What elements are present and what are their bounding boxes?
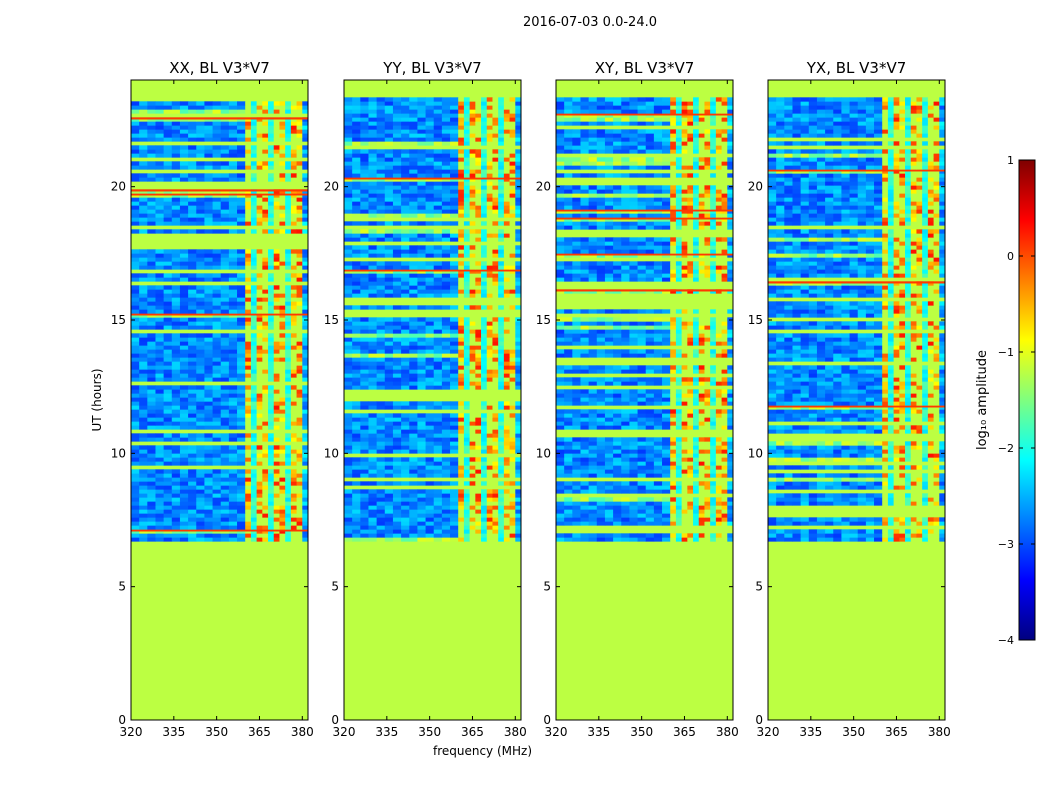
colorbar-tick-label: −2 [998, 442, 1014, 455]
colorbar-gradient [1018, 159, 1036, 641]
heatmap-cells [768, 97, 945, 542]
y-tick-label: 20 [536, 180, 551, 194]
axes-frame [130, 79, 309, 721]
x-tick-label: 365 [248, 725, 271, 739]
x-tick-label: 320 [333, 725, 356, 739]
axes-frame [343, 79, 522, 721]
panels: XX, BL V3*V7 320 335 350 365 380 0 5 10 15 20 UT (h… [90, 59, 951, 758]
x-tick-label: 335 [799, 725, 822, 739]
colorbar-label: log₁₀ amplitude [975, 350, 990, 450]
y-tick-label: 20 [324, 180, 339, 194]
colorbar-tick-label: 1 [1007, 154, 1014, 167]
axes-frame [555, 79, 734, 721]
y-tick-label: 10 [324, 446, 339, 460]
x-tick-label: 380 [504, 725, 527, 739]
y-tick-label: 0 [543, 713, 551, 727]
y-tick-label: 10 [111, 446, 126, 460]
y-tick-label: 20 [111, 180, 126, 194]
panel-2: YY, BL V3*V7 320 335 350 365 380 0 5 10 15 20 frequ… [324, 59, 532, 758]
y-tick-label: 0 [331, 713, 339, 727]
panel-title: YX, BL V3*V7 [806, 59, 907, 77]
y-tick-label: 5 [755, 580, 763, 594]
x-tick-label: 350 [418, 725, 441, 739]
x-tick-label: 365 [673, 725, 696, 739]
y-tick-label: 0 [755, 713, 763, 727]
colorbar-tick-label: −4 [998, 634, 1014, 647]
x-tick-label: 380 [291, 725, 314, 739]
colorbar-tick-label: −1 [998, 346, 1014, 359]
y-tick-label: 15 [536, 313, 551, 327]
y-tick-label: 20 [748, 180, 763, 194]
panel-title: XY, BL V3*V7 [595, 59, 695, 77]
x-tick-label: 350 [205, 725, 228, 739]
y-tick-label: 15 [324, 313, 339, 327]
panel-4: YX, BL V3*V7 320 335 350 365 380 0 5 10 15 20 [748, 59, 951, 739]
x-tick-label: 380 [928, 725, 951, 739]
x-tick-label: 380 [716, 725, 739, 739]
heatmap-cells [556, 97, 733, 542]
x-tick-label: 350 [630, 725, 653, 739]
x-axis-label: frequency (MHz) [433, 744, 532, 758]
x-tick-label: 335 [587, 725, 610, 739]
y-tick-label: 15 [111, 313, 126, 327]
colorbar-ticks: 1 0 −1 −2 −3 −4 [998, 154, 1035, 647]
heatmap-cells [344, 97, 521, 542]
x-tick-label: 350 [842, 725, 865, 739]
axes-frame [767, 79, 946, 721]
x-tick-label: 320 [545, 725, 568, 739]
y-tick-label: 0 [118, 713, 126, 727]
y-tick-label: 15 [748, 313, 763, 327]
panel-title: YY, BL V3*V7 [382, 59, 481, 77]
x-tick-label: 365 [885, 725, 908, 739]
panel-title: XX, BL V3*V7 [169, 59, 270, 77]
x-tick-label: 335 [162, 725, 185, 739]
y-tick-label: 5 [331, 580, 339, 594]
x-tick-label: 335 [375, 725, 398, 739]
colorbar: 1 0 −1 −2 −3 −4 log₁₀ amplitude [975, 154, 1036, 647]
y-tick-label: 5 [118, 580, 126, 594]
x-tick-label: 365 [461, 725, 484, 739]
y-tick-label: 10 [748, 446, 763, 460]
heatmap-cells [131, 101, 308, 542]
y-tick-label: 10 [536, 446, 551, 460]
panel-1: XX, BL V3*V7 320 335 350 365 380 0 5 10 15 20 UT (h… [90, 59, 314, 739]
y-tick-label: 5 [543, 580, 551, 594]
x-tick-label: 320 [120, 725, 143, 739]
colorbar-tick-label: 0 [1007, 250, 1014, 263]
x-tick-label: 320 [757, 725, 780, 739]
colorbar-tick-label: −3 [998, 538, 1014, 551]
y-axis-label: UT (hours) [90, 368, 104, 431]
figure-title: 2016-07-03 0.0-24.0 [523, 15, 657, 30]
panel-3: XY, BL V3*V7 320 335 350 365 380 0 5 10 15 20 [536, 59, 739, 739]
